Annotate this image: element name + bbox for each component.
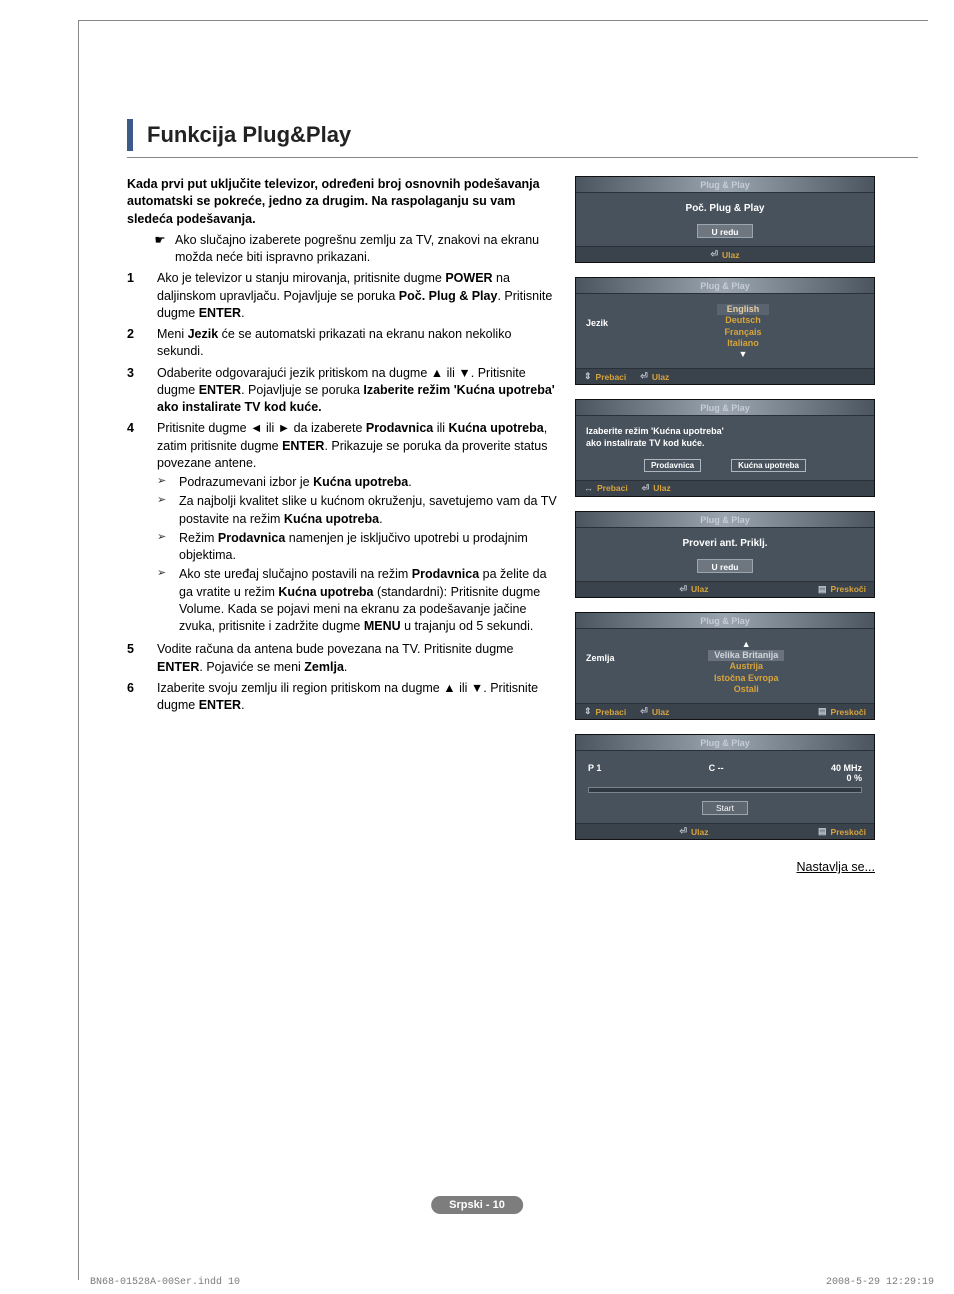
osd-hint-skip: ▤Preskoči: [818, 584, 866, 595]
print-file: BN68-01528A-00Ser.indd 10: [90, 1277, 240, 1288]
osd-hint-move: ⇕Prebaci: [584, 371, 626, 382]
instruction-column: Kada prvi put uključite televizor, određ…: [127, 176, 557, 874]
osd-hint-enter: ⏎Ulaz: [710, 249, 739, 260]
osd-language-list[interactable]: English Deutsch Français Italiano ▼: [622, 304, 864, 360]
osd-hint-move: ⇕Prebaci: [584, 706, 626, 717]
note-icon: ☛: [151, 232, 169, 267]
print-footer: BN68-01528A-00Ser.indd 10 2008-5-29 12:2…: [90, 1277, 934, 1288]
page-title: Funkcija Plug&Play: [147, 122, 351, 148]
osd-title: Plug & Play: [576, 400, 874, 416]
osd-hint-skip: ▤Preskoči: [818, 706, 866, 717]
osd-title: Plug & Play: [576, 278, 874, 294]
osd-label-jezik: Jezik: [586, 318, 608, 328]
step-number: 3: [127, 365, 157, 417]
bullet-arrow: ➢: [157, 566, 179, 635]
osd-column: Plug & Play Poč. Plug & Play U redu ⏎Ula…: [575, 176, 905, 874]
step-text: Izaberite svoju zemlju ili region pritis…: [157, 680, 557, 715]
osd-title: Plug & Play: [576, 512, 874, 528]
page-footer-label: Srpski - 10: [431, 1196, 523, 1214]
osd-panel-mode: Plug & Play Izaberite režim 'Kućna upotr…: [575, 399, 875, 497]
osd-hint-skip: ▤Preskoči: [818, 826, 866, 837]
note-row: ☛ Ako slučajno izaberete pogrešnu zemlju…: [127, 232, 557, 267]
print-timestamp: 2008-5-29 12:29:19: [826, 1277, 934, 1288]
title-row: Funkcija Plug&Play: [127, 119, 918, 158]
osd-scan-values: P 1 C -- 40 MHz: [580, 763, 870, 773]
bullet-arrow: ➢: [157, 493, 179, 528]
osd-mode-text: Izaberite režim 'Kućna upotreba' ako ins…: [586, 426, 864, 449]
continued-label: Nastavlja se...: [575, 860, 875, 874]
chevron-down-icon: ▼: [622, 349, 864, 360]
osd-ok-button[interactable]: U redu: [697, 559, 753, 573]
osd-title: Plug & Play: [576, 177, 874, 193]
bullet-arrow: ➢: [157, 530, 179, 565]
osd-message: Proveri ant. Priklj.: [586, 538, 864, 549]
osd-message: Poč. Plug & Play: [586, 203, 864, 214]
osd-ok-button[interactable]: U redu: [697, 224, 753, 238]
osd-hint-enter: ⏎Ulaz: [640, 706, 669, 717]
sub-list: ➢Podrazumevani izbor je Kućna upotreba. …: [157, 474, 557, 635]
step-number: 2: [127, 326, 157, 361]
osd-progress-bar: [588, 787, 862, 793]
osd-title: Plug & Play: [576, 613, 874, 629]
osd-panel-language: Plug & Play Jezik English Deutsch França…: [575, 277, 875, 385]
osd-panel-country: Plug & Play Zemlja ▲ Velika Britanija Au…: [575, 612, 875, 720]
osd-panel-antenna: Plug & Play Proveri ant. Priklj. U redu …: [575, 511, 875, 598]
step-number: 5: [127, 641, 157, 676]
step-text: Ako je televizor u stanju mirovanja, pri…: [157, 270, 557, 322]
bullet-arrow: ➢: [157, 474, 179, 491]
steps-list: 1Ako je televizor u stanju mirovanja, pr…: [127, 270, 557, 714]
step-number: 4: [127, 420, 157, 637]
step-number: 1: [127, 270, 157, 322]
osd-mode-shop-button[interactable]: Prodavnica: [644, 459, 701, 472]
osd-label-zemlja: Zemlja: [586, 653, 615, 663]
osd-mode-home-button[interactable]: Kućna upotreba: [731, 459, 806, 472]
note-text: Ako slučajno izaberete pogrešnu zemlju z…: [175, 232, 557, 267]
intro-text: Kada prvi put uključite televizor, određ…: [127, 176, 557, 228]
step-text: Vodite računa da antena bude povezana na…: [157, 641, 557, 676]
osd-hint-move: ↔Prebaci: [584, 483, 628, 493]
step-text: Odaberite odgovarajući jezik pritiskom n…: [157, 365, 557, 417]
osd-hint-enter: ⏎Ulaz: [642, 483, 671, 494]
title-accent-bar: [127, 119, 133, 151]
osd-title: Plug & Play: [576, 735, 874, 751]
osd-panel-scan: Plug & Play P 1 C -- 40 MHz 0 % Start: [575, 734, 875, 840]
chevron-up-icon: ▲: [629, 639, 864, 650]
osd-panel-start: Plug & Play Poč. Plug & Play U redu ⏎Ula…: [575, 176, 875, 263]
osd-hint-enter: ⏎Ulaz: [680, 584, 709, 595]
osd-start-button[interactable]: Start: [702, 801, 748, 815]
step-number: 6: [127, 680, 157, 715]
osd-hint-enter: ⏎Ulaz: [680, 826, 709, 837]
osd-country-list[interactable]: ▲ Velika Britanija Austrija Istočna Evro…: [629, 639, 864, 695]
osd-hint-enter: ⏎Ulaz: [640, 371, 669, 382]
step-text: Meni Jezik će se automatski prikazati na…: [157, 326, 557, 361]
step-text: Pritisnite dugme ◄ ili ► da izaberete Pr…: [157, 420, 557, 637]
